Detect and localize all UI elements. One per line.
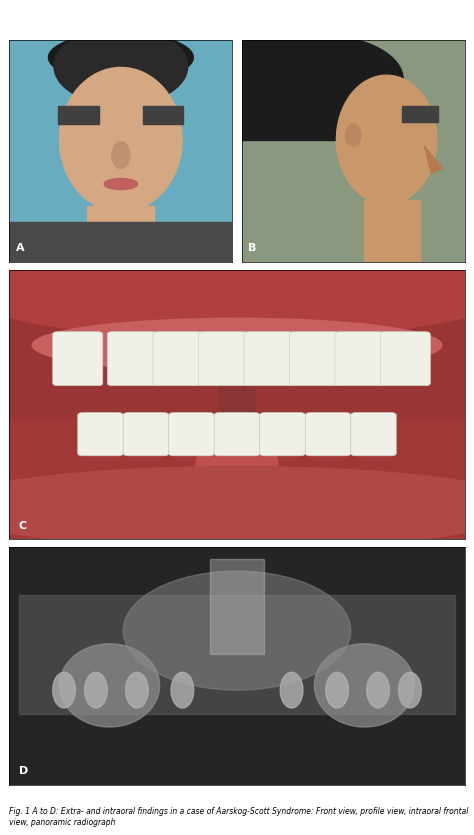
Text: B: B [248, 243, 257, 253]
FancyBboxPatch shape [53, 331, 103, 386]
Ellipse shape [367, 672, 390, 708]
Bar [87, 206, 154, 262]
Ellipse shape [126, 672, 148, 708]
Ellipse shape [48, 33, 193, 82]
FancyBboxPatch shape [335, 331, 385, 386]
Polygon shape [424, 146, 442, 173]
FancyBboxPatch shape [380, 331, 430, 386]
Ellipse shape [123, 571, 351, 690]
Bar [18, 595, 456, 714]
Ellipse shape [0, 467, 474, 548]
Ellipse shape [60, 68, 182, 212]
FancyBboxPatch shape [244, 331, 294, 386]
Bar [9, 418, 465, 539]
Ellipse shape [53, 672, 75, 708]
Ellipse shape [54, 28, 188, 105]
Ellipse shape [280, 672, 303, 708]
Ellipse shape [314, 644, 414, 727]
Bar [143, 106, 183, 124]
FancyBboxPatch shape [107, 331, 157, 386]
Ellipse shape [112, 142, 130, 169]
FancyBboxPatch shape [123, 412, 169, 456]
Bar [9, 222, 232, 262]
Text: C: C [18, 521, 27, 531]
Ellipse shape [196, 437, 278, 491]
Ellipse shape [32, 318, 442, 372]
FancyBboxPatch shape [169, 412, 214, 456]
FancyBboxPatch shape [78, 412, 123, 456]
Ellipse shape [399, 672, 421, 708]
FancyBboxPatch shape [214, 412, 260, 456]
FancyBboxPatch shape [153, 331, 203, 386]
Bar [242, 40, 353, 139]
FancyBboxPatch shape [305, 412, 351, 456]
Ellipse shape [0, 244, 474, 338]
Bar [58, 106, 99, 124]
Ellipse shape [171, 672, 194, 708]
Ellipse shape [326, 672, 348, 708]
Ellipse shape [60, 644, 160, 727]
FancyBboxPatch shape [289, 331, 339, 386]
Bar [219, 383, 255, 453]
Ellipse shape [84, 672, 107, 708]
Text: A: A [16, 243, 25, 253]
FancyBboxPatch shape [260, 412, 305, 456]
Bar [210, 559, 264, 655]
Ellipse shape [104, 179, 137, 190]
Ellipse shape [236, 35, 403, 124]
Text: Fig. 1 A to D: Extra- and intraoral findings in a case of Aarskog-Scott Syndrome: Fig. 1 A to D: Extra- and intraoral find… [9, 807, 469, 827]
FancyBboxPatch shape [198, 331, 248, 386]
Bar [402, 106, 438, 122]
Text: D: D [18, 766, 28, 776]
Ellipse shape [337, 75, 437, 204]
Ellipse shape [346, 124, 361, 146]
FancyBboxPatch shape [351, 412, 396, 456]
Bar [364, 200, 420, 262]
